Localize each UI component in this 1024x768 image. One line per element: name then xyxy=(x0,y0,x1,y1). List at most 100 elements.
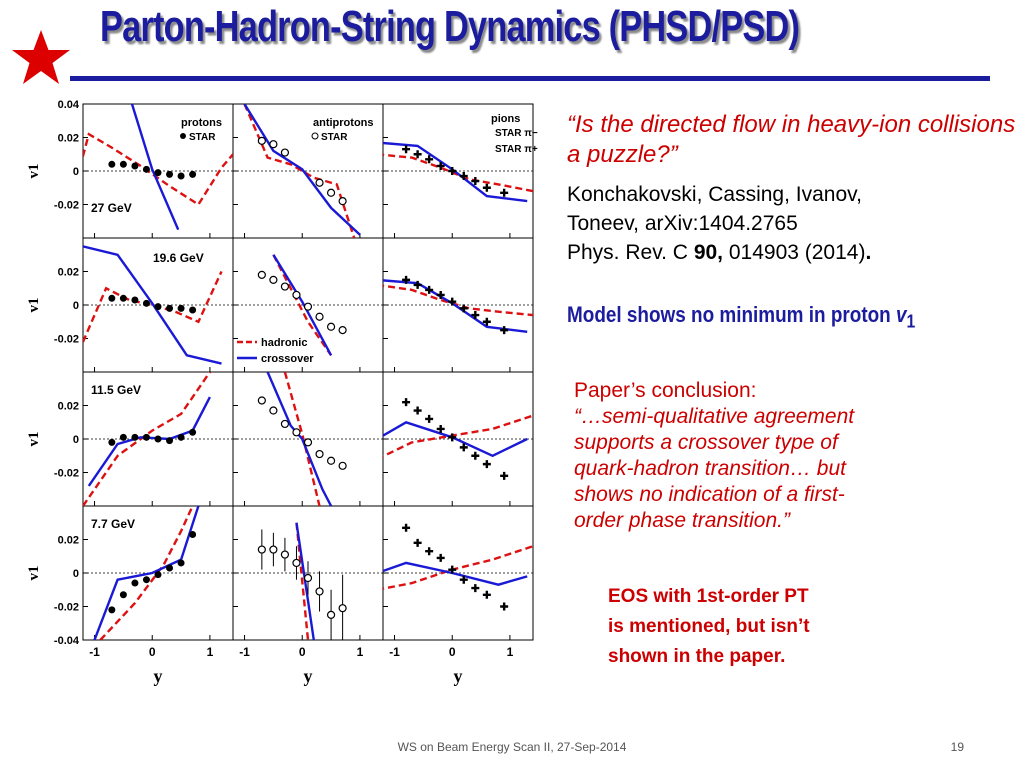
crossover-curve xyxy=(93,506,200,640)
hadronic-curve xyxy=(295,522,310,640)
legend-pions: pions xyxy=(491,113,520,125)
panel-series xyxy=(83,245,223,365)
star-data-point xyxy=(315,587,324,596)
y-tick-label: -0.02 xyxy=(54,468,79,480)
star-data-point xyxy=(257,545,266,554)
y-tick-label: 0 xyxy=(73,434,79,446)
star-data-point xyxy=(326,322,336,331)
hadronic-curve xyxy=(99,506,194,640)
star-data-point xyxy=(315,449,324,459)
footer-text: WS on Beam Energy Scan II, 27-Sep-2014 xyxy=(397,740,627,754)
conclusion-line: “…semi-qualitative agreement xyxy=(574,405,855,428)
crossover-curve xyxy=(272,254,333,356)
legend-marker xyxy=(311,132,319,140)
legend-hadronic: hadronic xyxy=(261,337,307,349)
star-data-point xyxy=(459,172,468,181)
y-tick-label: 0.04 xyxy=(58,99,80,111)
star-data-point xyxy=(166,170,174,178)
star-data-point xyxy=(326,456,336,465)
eos-line: shown in the paper. xyxy=(608,646,786,667)
v1-plot-grid: 0.04 0.02 0 -0.02 v1 0.02 0 -0.02 v1 0.02 0 -0.02 v1… xyxy=(26,99,538,686)
slide-title: Parton-Hadron-String Dynamics (PHSD/PSD) xyxy=(100,2,800,51)
legend-star: STAR xyxy=(189,132,216,143)
x-axis-label: y xyxy=(304,666,313,686)
x-tick-label: -1 xyxy=(239,645,250,659)
journal-pages: 014903 (2014) xyxy=(723,241,866,264)
page-number: 19 xyxy=(950,740,964,754)
hadronic-curve xyxy=(243,104,356,238)
star-data-point xyxy=(471,451,480,460)
star-data-point xyxy=(402,398,411,407)
star-data-point xyxy=(292,428,301,437)
model-note-sub: 1 xyxy=(906,310,916,332)
star-data-point xyxy=(436,161,445,170)
panel-series xyxy=(243,104,361,238)
star-data-point xyxy=(471,584,480,593)
conclusion-line: quark-hadron transition… but xyxy=(574,457,846,480)
y-tick-label: -0.02 xyxy=(54,602,79,614)
star-data-point xyxy=(269,545,278,554)
star-data-point xyxy=(448,297,457,306)
panel-series xyxy=(383,141,533,203)
model-note-text: Model shows no minimum in proton xyxy=(567,302,896,327)
energy-label: 7.7 GeV xyxy=(91,517,135,531)
slide-footer: WS on Beam Energy Scan II, 27-Sep-2014 1… xyxy=(0,740,1024,760)
y-tick-label: -0.02 xyxy=(54,200,79,212)
star-data-point xyxy=(436,290,445,299)
star-data-point xyxy=(119,591,127,599)
star-data-point xyxy=(315,312,324,321)
x-tick-label: -1 xyxy=(89,645,100,659)
star-data-point xyxy=(269,406,278,415)
star-shape xyxy=(12,30,70,84)
star-data-point xyxy=(448,565,457,574)
star-data-point xyxy=(154,169,162,177)
conclusion-line: supports a crossover type of xyxy=(574,431,838,454)
star-data-point xyxy=(448,433,457,442)
crossover-curve xyxy=(83,245,222,365)
y-axis-label: v1 xyxy=(26,164,42,179)
star-data-point xyxy=(142,433,150,441)
journal-period: . xyxy=(865,241,872,264)
star-data-point xyxy=(108,160,116,168)
journal-volume: 90, xyxy=(693,241,724,264)
conclusion-heading: Paper’s conclusion: xyxy=(574,379,757,402)
x-axis-label: y xyxy=(154,666,163,686)
star-data-point xyxy=(166,437,174,445)
star-data-point xyxy=(189,530,197,538)
panel-series xyxy=(93,506,200,640)
x-tick-label: 0 xyxy=(149,645,156,659)
star-data-point xyxy=(425,414,434,423)
star-data-point xyxy=(166,304,174,312)
star-data-point xyxy=(338,326,347,335)
crossover-curve xyxy=(266,372,333,506)
x-tick-label: 1 xyxy=(357,645,364,659)
conclusion-line: order phase transition.” xyxy=(574,509,790,532)
y-tick-label: -0.04 xyxy=(54,635,80,647)
panel-series xyxy=(257,522,347,640)
panel-series xyxy=(383,275,533,335)
star-data-point xyxy=(425,285,434,294)
crossover-curve xyxy=(295,522,315,640)
star-data-point xyxy=(425,155,434,164)
eos-line: EOS with 1st-order PT xyxy=(608,586,809,607)
star-data-point xyxy=(303,302,313,311)
y-tick-label: 0.02 xyxy=(58,535,79,547)
y-tick-label: 0.02 xyxy=(58,267,79,279)
star-data-point xyxy=(326,610,336,619)
y-tick-label: 0 xyxy=(73,166,79,178)
star-data-point xyxy=(500,602,509,611)
hadronic-curve xyxy=(383,284,533,317)
y-tick-label: 0.02 xyxy=(58,401,79,413)
star-data-point xyxy=(413,406,422,415)
star-data-point xyxy=(189,170,197,178)
x-axis-label: y xyxy=(454,666,463,686)
legend-protons: protons xyxy=(181,117,222,129)
star-data-point xyxy=(154,435,162,443)
star-data-point xyxy=(413,280,422,289)
star-data-point xyxy=(257,396,266,405)
star-data-point xyxy=(189,428,197,436)
legend-crossover: crossover xyxy=(261,353,314,365)
star-data-point xyxy=(142,299,150,307)
panel-series xyxy=(257,372,347,506)
star-data-point xyxy=(269,275,278,284)
